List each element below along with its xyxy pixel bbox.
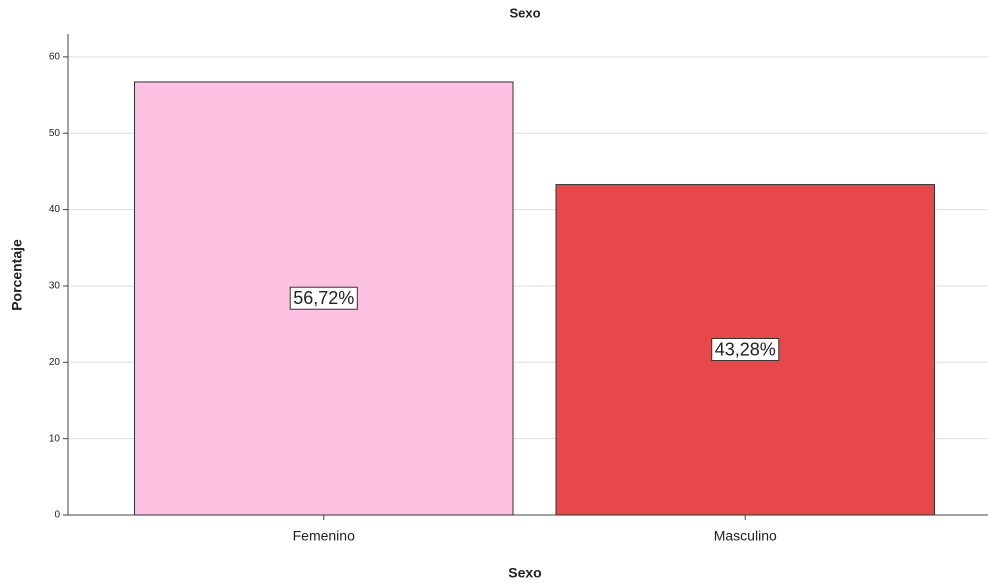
value-label: 43,28% bbox=[715, 340, 776, 360]
y-tick-label: 60 bbox=[49, 52, 61, 63]
y-axis-label: Porcentaje bbox=[9, 239, 25, 311]
value-label-group: 56,72% bbox=[289, 286, 358, 310]
y-tick-label: 40 bbox=[49, 204, 61, 215]
chart-title: Sexo bbox=[509, 5, 540, 20]
x-axis-label: Sexo bbox=[508, 565, 541, 581]
y-tick-label: 20 bbox=[49, 357, 61, 368]
y-tick-label: 30 bbox=[49, 281, 61, 292]
x-tick-label: Femenino bbox=[293, 528, 355, 544]
value-label-group: 43,28% bbox=[711, 338, 780, 362]
value-label-box bbox=[289, 286, 358, 310]
y-tick-label: 10 bbox=[49, 433, 61, 444]
y-tick-label: 50 bbox=[49, 128, 61, 139]
value-label-box bbox=[711, 338, 780, 362]
y-tick-label: 0 bbox=[54, 510, 60, 521]
x-tick-label: Masculino bbox=[714, 528, 777, 544]
value-label: 56,72% bbox=[293, 288, 354, 308]
